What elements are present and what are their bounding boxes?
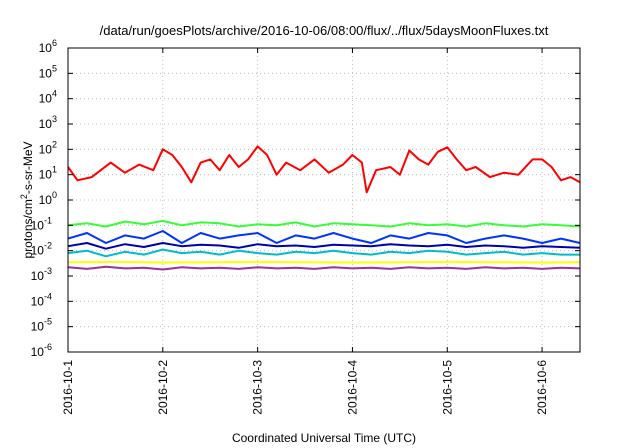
- y-tick-label: 10-1: [31, 215, 52, 232]
- series-line-0: [67, 145, 581, 194]
- y-tick-label: 101: [39, 165, 57, 182]
- series-line-4: [67, 248, 580, 258]
- grid-lines: [68, 48, 580, 352]
- y-axis-ticks: 10-6 10-5 10-4 10-3 10-2 10-1 100 101 102 103 104 1…: [31, 38, 580, 359]
- x-tick-label: 2016-10-1: [61, 360, 75, 415]
- y-axis-label: protons/cm2-s-sr-MeV: [19, 141, 35, 258]
- series-line-6: [67, 265, 581, 271]
- series-line-3: [67, 242, 581, 250]
- y-tick-label: 10-3: [31, 266, 52, 283]
- y-tick-label: 100: [39, 190, 57, 207]
- x-axis-ticks: 2016-10-1 2016-10-2 2016-10-3 2016-10-4 2016…: [61, 48, 549, 415]
- y-tick-label: 105: [39, 63, 57, 80]
- y-tick-label: 10-4: [31, 291, 52, 308]
- series-line-5: [67, 260, 581, 264]
- x-tick-label: 2016-10-5: [440, 360, 454, 415]
- x-tick-label: 2016-10-2: [156, 360, 170, 415]
- x-tick-label: 2016-10-3: [251, 360, 265, 415]
- series-line-1: [67, 219, 581, 228]
- chart-title: /data/run/goesPlots/archive/2016-10-06/0…: [100, 23, 549, 38]
- y-tick-label: 103: [39, 114, 57, 131]
- series-lines: [67, 145, 581, 271]
- y-tick-label: 10-2: [31, 241, 52, 258]
- x-axis-label: Coordinated Universal Time (UTC): [232, 431, 416, 445]
- y-tick-label: 102: [39, 139, 57, 156]
- x-tick-label: 2016-10-4: [345, 360, 359, 415]
- y-tick-label: 106: [39, 38, 57, 55]
- y-tick-label: 104: [39, 89, 57, 106]
- y-tick-label: 10-5: [31, 317, 52, 334]
- x-tick-label: 2016-10-6: [535, 360, 549, 415]
- series-line-2: [67, 230, 581, 244]
- y-tick-label: 10-6: [31, 342, 52, 359]
